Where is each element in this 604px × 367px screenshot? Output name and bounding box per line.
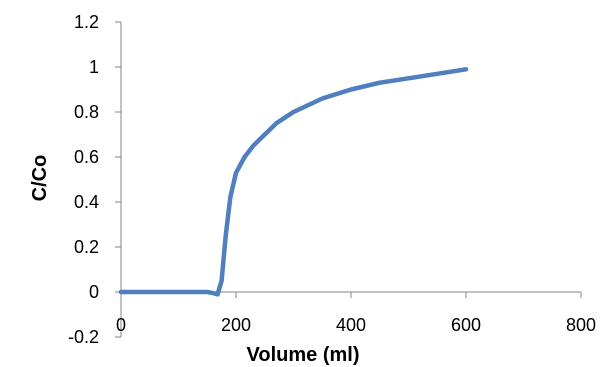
x-axis-tick-labels: 0 200 400 600 800 bbox=[116, 315, 596, 335]
x-axis-title: Volume (ml) bbox=[247, 344, 360, 366]
y-tick-label: 1 bbox=[89, 57, 99, 77]
series-line bbox=[118, 67, 469, 297]
y-tick-label: 1.2 bbox=[74, 12, 99, 32]
y-tick-label: 0 bbox=[89, 282, 99, 302]
y-tick-label: -0.2 bbox=[68, 327, 99, 347]
y-tick-label: 0.6 bbox=[74, 147, 99, 167]
x-tick-label: 800 bbox=[566, 315, 596, 335]
y-tick-label: 0.2 bbox=[74, 237, 99, 257]
y-axis-tick-labels: -0.2 0 0.2 0.4 0.6 0.8 1 1.2 bbox=[68, 12, 99, 347]
y-tick-label: 0.8 bbox=[74, 102, 99, 122]
x-tick-label: 400 bbox=[336, 315, 366, 335]
x-tick-label: 600 bbox=[451, 315, 481, 335]
x-tick-label: 200 bbox=[221, 315, 251, 335]
y-axis-ticks bbox=[115, 21, 121, 338]
y-axis-title: C/Co bbox=[29, 155, 51, 202]
series-group bbox=[118, 67, 469, 297]
x-tick-label: 0 bbox=[116, 315, 126, 335]
y-tick-label: 0.4 bbox=[74, 192, 99, 212]
